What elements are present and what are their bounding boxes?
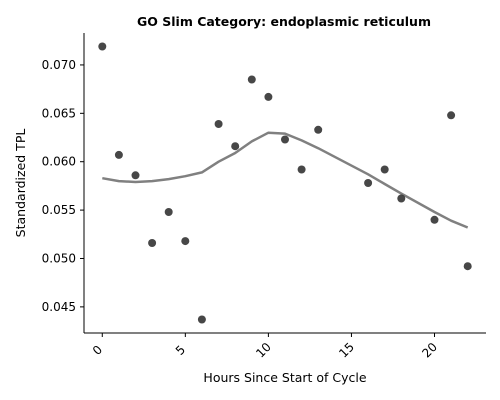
data-point: [364, 179, 373, 187]
x-axis: 0 5 10 15 20: [90, 333, 440, 361]
data-point: [281, 135, 289, 144]
y-tick-label: 0.065: [42, 106, 76, 120]
data-point: [397, 194, 406, 203]
y-tick-label: 0.045: [42, 300, 76, 314]
data-point: [148, 239, 157, 247]
y-axis-label: Standardized TPL: [13, 129, 28, 238]
chart-title: GO Slim Category: endoplasmic reticulum: [137, 14, 431, 29]
data-point: [247, 75, 256, 84]
y-axis: 0.045 0.050 0.055 0.060 0.065 0.070: [42, 58, 84, 314]
x-axis-label: Hours Since Start of Cycle: [203, 370, 366, 385]
data-point: [430, 215, 439, 224]
data-point: [164, 208, 173, 216]
data-point: [231, 142, 240, 151]
data-point: [447, 111, 456, 120]
data-point: [297, 165, 306, 174]
data-point: [181, 237, 190, 246]
data-point: [131, 171, 140, 180]
data-point: [197, 315, 206, 324]
data-point: [314, 125, 323, 134]
x-tick-label: 5: [173, 343, 188, 358]
x-tick-label: 20: [419, 340, 440, 361]
data-point: [98, 42, 107, 51]
x-tick-label: 15: [336, 340, 357, 361]
y-tick-label: 0.050: [42, 251, 76, 265]
data-point: [463, 262, 472, 271]
y-tick-label: 0.055: [42, 203, 76, 217]
trend-line: [102, 131, 469, 229]
y-tick-label: 0.060: [42, 155, 76, 169]
x-tick-label: 10: [253, 340, 274, 361]
data-point: [264, 92, 273, 101]
data-point: [214, 120, 223, 128]
data-point: [380, 165, 389, 174]
plot-area: [98, 42, 472, 324]
x-tick-label: 0: [90, 343, 105, 358]
y-tick-label: 0.070: [42, 58, 76, 72]
data-point: [114, 150, 123, 159]
